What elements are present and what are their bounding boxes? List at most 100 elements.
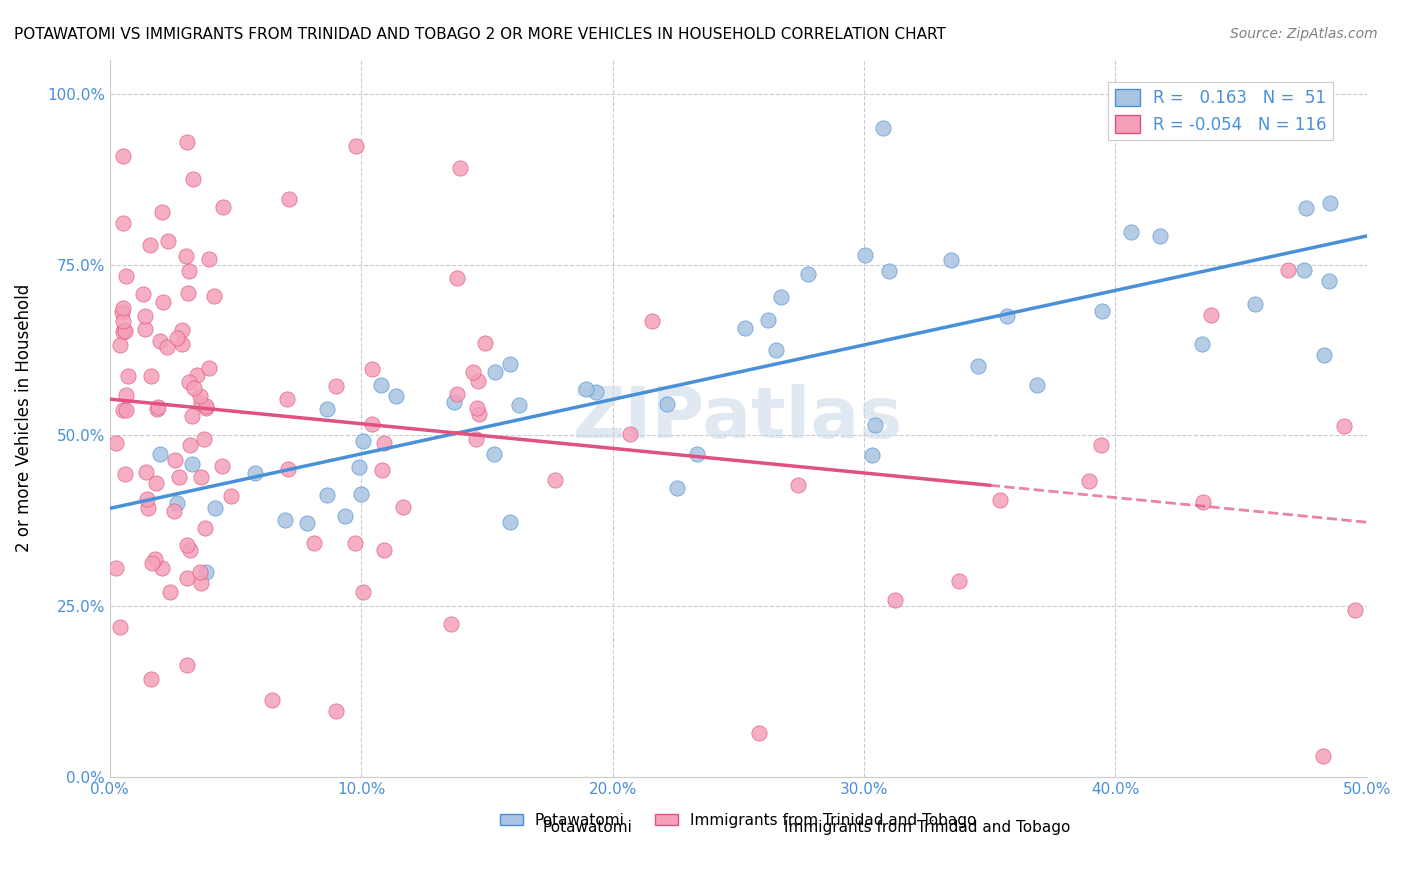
Point [474,335,496,350]
Point [181,172,204,186]
Point [1025,378,1047,392]
Point [150,205,173,219]
Point [111,325,134,339]
Point [139,238,162,252]
Point [274,513,297,527]
Point [1078,474,1101,488]
Point [1333,419,1355,434]
Point [176,658,198,673]
Point [333,509,356,524]
Point [188,565,211,579]
Point [111,403,134,417]
Point [245,466,267,480]
Point [139,368,162,383]
Point [112,301,135,315]
Point [1091,304,1114,318]
Point [748,726,770,740]
Point [1343,603,1365,617]
Point [467,407,489,421]
Point [167,470,190,484]
Point [758,313,780,327]
Point [166,331,188,345]
Point [1192,495,1215,509]
Point [146,402,169,417]
Point [111,216,134,230]
Point [181,457,204,471]
Point [316,401,339,416]
Point [104,435,127,450]
Point [157,234,180,248]
Point [212,200,235,214]
Point [1292,263,1315,277]
Point [797,267,820,281]
Point [112,314,135,328]
Point [135,466,157,480]
Point [149,447,172,461]
Point [111,304,134,318]
Point [179,438,201,452]
Point [443,394,465,409]
Point [995,309,1018,323]
Point [115,268,138,283]
Point [361,362,384,376]
Point [482,446,505,460]
Point [347,459,370,474]
Y-axis label: 2 or more Vehicles in Household: 2 or more Vehicles in Household [15,284,32,552]
Point [262,693,284,707]
Point [1313,348,1336,362]
Point [176,135,198,149]
Point [150,561,173,575]
Point [352,434,374,448]
Text: Potawatomi: Potawatomi [543,820,633,835]
Point [371,462,394,476]
Point [176,285,198,300]
Point [1312,749,1334,764]
Point [1244,296,1267,310]
Point [853,248,876,262]
Point [278,192,301,206]
Point [1295,201,1317,215]
Point [619,427,641,442]
Point [465,432,488,446]
Point [343,535,366,549]
Point [877,264,900,278]
Point [194,401,217,415]
Point [1119,225,1142,239]
Point [146,400,169,414]
Point [188,389,211,403]
Point [499,516,522,530]
Point [117,369,139,384]
Point [939,252,962,267]
Point [177,375,200,389]
Point [219,490,242,504]
Point [198,252,221,266]
Point [1319,195,1341,210]
Point [370,378,392,392]
Point [134,309,156,323]
Point [104,561,127,575]
Point [176,571,198,585]
Point [172,323,194,337]
Point [302,536,325,550]
Point [786,478,808,492]
Point [1149,228,1171,243]
Point [195,565,218,579]
Point [508,398,530,412]
Point [277,461,299,475]
Point [948,574,970,589]
Point [183,381,205,395]
Point [174,249,197,263]
Point [114,324,136,338]
Point [186,368,208,382]
Point [143,552,166,566]
Point [159,585,181,599]
Point [177,264,200,278]
Point [111,149,134,163]
Point [115,388,138,402]
Point [449,161,471,175]
Point [110,338,132,352]
Point [194,399,217,413]
Point [190,575,212,590]
Point [202,289,225,303]
Text: Immigrants from Trinidad and Tobago: Immigrants from Trinidad and Tobago [783,820,1070,835]
